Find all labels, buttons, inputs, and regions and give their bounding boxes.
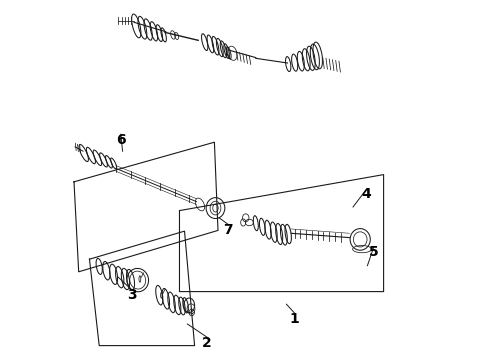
Text: 2: 2 xyxy=(202,336,212,350)
Text: 1: 1 xyxy=(290,312,299,325)
Text: 4: 4 xyxy=(362,188,371,201)
Text: 7: 7 xyxy=(223,223,233,237)
Text: 5: 5 xyxy=(369,245,379,259)
Text: 3: 3 xyxy=(127,288,136,302)
Text: 6: 6 xyxy=(116,133,125,147)
